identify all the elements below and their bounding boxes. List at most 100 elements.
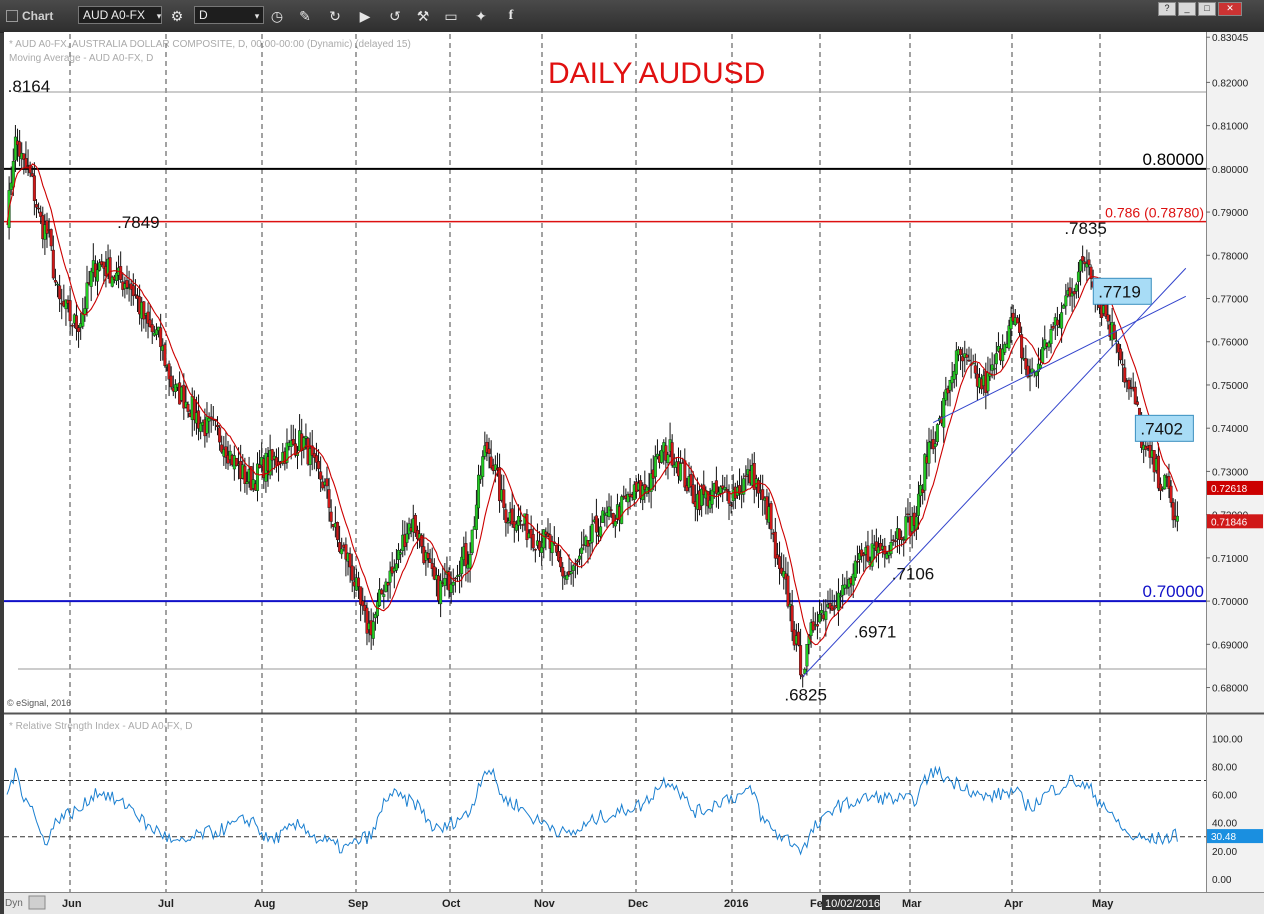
candle-body xyxy=(927,441,931,464)
candle-body xyxy=(182,384,186,409)
price-point-label: .6971 xyxy=(854,623,897,642)
comment-icon[interactable]: ▭ xyxy=(444,8,458,24)
candle-body xyxy=(49,229,53,247)
candle-body xyxy=(215,424,219,428)
candle-body xyxy=(843,584,847,589)
candle-body xyxy=(780,567,784,574)
candle-body xyxy=(626,494,630,503)
play-icon[interactable]: ▶ xyxy=(359,8,371,24)
level-label: 0.786 (0.78780) xyxy=(1105,205,1204,221)
interval-dropdown-icon[interactable]: ▾ xyxy=(254,11,260,21)
symbol-input[interactable]: AUD A0-FX xyxy=(78,6,162,24)
rsi-tick-label: 60.00 xyxy=(1212,791,1237,802)
price-tick-label: 0.78000 xyxy=(1212,251,1249,262)
candle-body xyxy=(575,560,579,563)
interval-input[interactable]: D xyxy=(194,6,264,24)
scroll-toggle-icon[interactable] xyxy=(28,895,46,910)
candle-body xyxy=(77,327,81,332)
candle-body xyxy=(1028,375,1032,377)
candle-body xyxy=(599,526,603,537)
candle-body xyxy=(590,524,594,543)
candle-body xyxy=(820,610,824,614)
candle-body xyxy=(314,455,318,463)
rsi-axis xyxy=(1206,714,1264,892)
tools-icon[interactable]: ⚒ xyxy=(416,8,430,24)
candle-body xyxy=(942,398,946,428)
candle-body xyxy=(653,456,657,478)
candle-body xyxy=(851,573,855,586)
candle-body xyxy=(1081,256,1085,262)
price-point-label: .6825 xyxy=(784,686,827,705)
candle-body xyxy=(1068,287,1072,297)
candle-body xyxy=(965,354,969,358)
axis-labels: 0.83045 0.82000 0.81000 0.80000 0.79000 0.780… xyxy=(62,33,1263,910)
chart-info-line: * AUD A0-FX, AUSTRALIA DOLLAR COMPOSITE,… xyxy=(9,39,411,50)
candle-body xyxy=(485,441,489,453)
undo-icon[interactable]: ↺ xyxy=(389,8,401,24)
ma-last-label: 0.72618 xyxy=(1211,484,1248,495)
candle-body xyxy=(952,370,956,380)
chart-window-icon xyxy=(6,10,18,22)
maximize-button[interactable]: □ xyxy=(1198,2,1216,16)
candlesticks xyxy=(7,124,1179,688)
candle-body xyxy=(319,471,323,480)
candle-body xyxy=(447,571,451,591)
candle-body xyxy=(432,566,436,580)
candle-body xyxy=(510,508,514,525)
candle-body xyxy=(1064,295,1068,307)
candle-body xyxy=(430,563,434,569)
candle-body xyxy=(291,439,295,445)
twitter-icon[interactable]: ✦ xyxy=(475,8,487,24)
candle-body xyxy=(359,586,363,605)
candle-body xyxy=(729,504,733,506)
candle-body xyxy=(954,350,958,375)
candle-body xyxy=(293,443,297,456)
time-tick-label: Apr xyxy=(1004,898,1024,910)
candle-body xyxy=(611,513,615,525)
facebook-icon[interactable]: f xyxy=(508,8,514,23)
candle-body xyxy=(620,496,624,524)
dynamic-label: Dyn xyxy=(5,898,23,909)
candle-body xyxy=(1034,371,1038,377)
candle-body xyxy=(58,285,62,300)
refresh-icon[interactable]: ↻ xyxy=(329,8,341,24)
candle-body xyxy=(773,531,777,559)
draw-pencil-icon[interactable]: ✎ xyxy=(299,8,311,24)
settings-gear-icon[interactable]: ⚙ xyxy=(170,8,184,24)
candle-body xyxy=(1047,342,1051,348)
candle-body xyxy=(405,533,409,543)
price-tick-label: 0.74000 xyxy=(1212,424,1249,435)
close-button[interactable]: ✕ xyxy=(1218,2,1242,16)
candle-body xyxy=(818,614,822,623)
candle-body xyxy=(1085,263,1089,268)
candle-body xyxy=(950,376,954,384)
candle-body xyxy=(348,553,352,568)
candle-body xyxy=(961,356,965,362)
candle-body xyxy=(727,491,731,504)
horizontal-levels: 0.80000 0.786 (0.78780) 0.70000 xyxy=(4,150,1206,603)
candle-body xyxy=(571,565,575,571)
candle-body xyxy=(487,448,491,454)
candle-body xyxy=(557,551,561,561)
rsi-panel xyxy=(4,714,1206,892)
candle-body xyxy=(255,463,259,491)
candle-body xyxy=(885,553,889,559)
candle-body xyxy=(1175,515,1179,522)
candle-body xyxy=(578,555,582,560)
help-button[interactable]: ? xyxy=(1158,2,1176,16)
candle-body xyxy=(98,262,102,271)
symbol-dropdown-icon[interactable]: ▾ xyxy=(156,11,162,21)
candle-body xyxy=(796,631,800,646)
candle-body xyxy=(394,563,398,571)
candle-body xyxy=(56,283,60,286)
moving-average xyxy=(6,163,1178,646)
candle-body xyxy=(382,594,386,597)
candle-body xyxy=(1026,365,1030,378)
candle-body xyxy=(900,537,904,540)
candle-body xyxy=(607,506,611,517)
candle-body xyxy=(898,528,902,540)
minimize-button[interactable]: _ xyxy=(1178,2,1196,16)
clock-icon[interactable]: ◷ xyxy=(270,8,284,24)
candle-body xyxy=(1020,334,1024,359)
